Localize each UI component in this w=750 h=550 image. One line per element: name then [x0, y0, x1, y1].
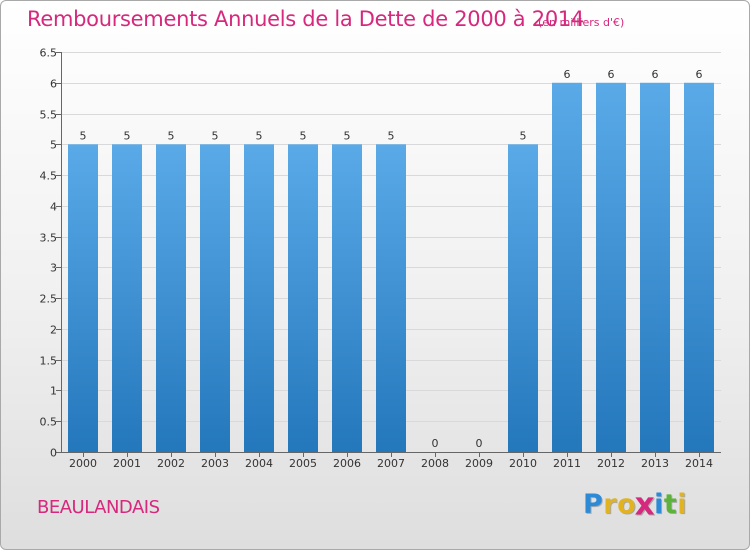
data-label: 6 — [696, 68, 703, 81]
y-tick-label: 1 — [50, 385, 57, 398]
x-tick-label: 2007 — [377, 457, 405, 470]
data-label: 6 — [652, 68, 659, 81]
y-tick-label: 5.5 — [40, 109, 58, 122]
x-tick-label: 2011 — [553, 457, 581, 470]
logo-letter: o — [617, 489, 637, 520]
bar-2014 — [684, 82, 714, 453]
y-tick-label: 4 — [50, 201, 57, 214]
data-label: 5 — [80, 129, 87, 142]
logo-letter: x — [634, 486, 656, 523]
x-tick-label: 2014 — [685, 457, 713, 470]
labels: 0 0.5 1 1.5 2 2.5 3 3.5 4 4.5 5 5.5 6 6.5 2000 5 2001 5 20… — [40, 47, 714, 471]
y-tick-label: 5 — [50, 139, 57, 152]
y-tick-label: 3.5 — [40, 232, 58, 245]
chart-unit: (en milliers d'€) — [538, 16, 625, 29]
data-label: 5 — [124, 129, 131, 142]
bar-2004 — [244, 144, 274, 453]
bar-2002 — [156, 144, 186, 453]
x-tick-label: 2005 — [289, 457, 317, 470]
x-tick-label: 2006 — [333, 457, 361, 470]
bar-2001 — [112, 144, 142, 453]
data-label: 0 — [476, 437, 483, 450]
chart-title: Remboursements Annuels de la Dette de 20… — [27, 7, 584, 31]
x-tick-label: 2008 — [421, 457, 449, 470]
data-label: 5 — [168, 129, 175, 142]
bar-2006 — [332, 144, 362, 453]
data-label: 5 — [212, 129, 219, 142]
commune-name: BEAULANDAIS — [37, 497, 160, 518]
x-tick-label: 2001 — [113, 457, 141, 470]
data-label: 6 — [564, 68, 571, 81]
x-tick-label: 2003 — [201, 457, 229, 470]
logo-letter: t — [663, 489, 678, 520]
data-label: 5 — [520, 129, 527, 142]
bar-2012 — [596, 82, 626, 453]
data-label: 0 — [432, 437, 439, 450]
bar-2013 — [640, 82, 670, 453]
y-tick-label: 1.5 — [40, 355, 58, 368]
bars — [68, 82, 714, 453]
x-tick-label: 2002 — [157, 457, 185, 470]
bar-2003 — [200, 144, 230, 453]
x-tick-label: 2000 — [69, 457, 97, 470]
logo-letter: i — [677, 489, 688, 520]
y-tick-label: 0.5 — [40, 416, 58, 429]
x-tick-label: 2010 — [509, 457, 537, 470]
x-tick-label: 2004 — [245, 457, 273, 470]
axes — [56, 52, 721, 457]
bar-2011 — [552, 82, 582, 453]
y-tick-label: 2.5 — [40, 293, 58, 306]
x-tick-label: 2012 — [597, 457, 625, 470]
x-tick-label: 2013 — [641, 457, 669, 470]
data-label: 5 — [300, 129, 307, 142]
y-tick-label: 4.5 — [40, 170, 58, 183]
bar-2000 — [68, 144, 98, 453]
bar-2007 — [376, 144, 406, 453]
logo-letter: i — [654, 489, 664, 520]
y-tick-label: 0 — [50, 447, 57, 460]
y-tick-label: 6 — [50, 78, 57, 91]
data-label: 5 — [344, 129, 351, 142]
logo-letter: P — [583, 489, 604, 520]
proxiti-logo: Proxiti — [583, 486, 688, 523]
bar-2005 — [288, 144, 318, 453]
x-tick-label: 2009 — [465, 457, 493, 470]
bar-2010 — [508, 144, 538, 453]
data-label: 6 — [608, 68, 615, 81]
data-label: 5 — [256, 129, 263, 142]
y-tick-label: 6.5 — [40, 47, 58, 60]
data-label: 5 — [388, 129, 395, 142]
logo-letter: r — [603, 489, 618, 520]
y-tick-label: 2 — [50, 324, 57, 337]
y-tick-label: 3 — [50, 262, 57, 275]
